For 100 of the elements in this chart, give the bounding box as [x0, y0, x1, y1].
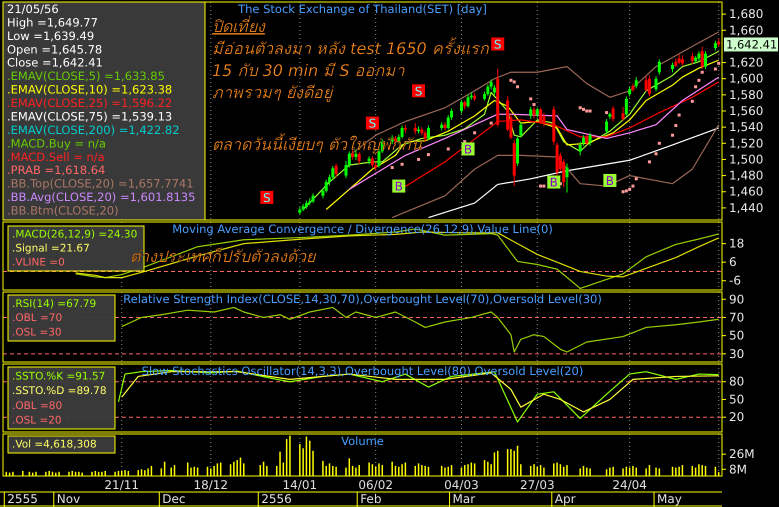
point [631, 184, 634, 188]
candlestick [312, 192, 315, 204]
annotation: .OSL =30 [12, 326, 62, 338]
candlestick [536, 107, 539, 118]
text: Apr [554, 492, 576, 506]
point [717, 62, 720, 65]
point [634, 177, 638, 180]
candlestick [426, 125, 430, 141]
candlestick [644, 76, 648, 92]
data-label: S [414, 84, 422, 98]
candlestick [680, 54, 684, 66]
point [585, 110, 588, 112]
x-tick-label: 24/04 [612, 478, 647, 492]
annotation: .PRAB =1,618.64 [7, 163, 106, 178]
annotation: .MACD.Sell = n/a [7, 150, 105, 164]
point [690, 100, 694, 103]
candlestick [704, 50, 708, 70]
annotation: .BB.Top(CLOSE,20) =1,657.7741 [7, 176, 194, 191]
point [390, 166, 394, 170]
candlestick [532, 106, 536, 119]
y-tick-label: 1,560 [729, 104, 764, 118]
point [473, 131, 476, 134]
x-tick-label: 14/01 [282, 478, 318, 492]
text: Nov [56, 492, 80, 506]
candlestick [539, 107, 542, 124]
point [694, 85, 698, 88]
y-tick-label: -6 [729, 274, 741, 288]
annotation: Low =1,639.49 [7, 28, 94, 43]
candlestick [628, 86, 632, 97]
point [674, 124, 678, 128]
candlestick [634, 76, 638, 89]
y-tick-label: 1,580 [729, 88, 764, 102]
candlestick [605, 118, 608, 134]
y-tick-label: 1,480 [729, 168, 764, 183]
point [678, 114, 681, 117]
point [446, 147, 450, 150]
annotation: .EMAV(CLOSE,10) =1,623.38 [7, 82, 172, 97]
text: May [657, 492, 682, 506]
candlestick [622, 106, 625, 122]
candlestick [529, 106, 532, 120]
candlestick [565, 162, 568, 194]
line-series [121, 306, 720, 353]
annotation: .RSI(14) =67.79 [12, 298, 96, 310]
point [648, 160, 651, 164]
annotation: .MACD.Buy = n/a [7, 136, 106, 150]
y-tick-label: 18 [729, 236, 744, 251]
point [516, 85, 520, 88]
annotation: .MACD(26,12,9) =24.30 [12, 228, 138, 240]
annotation: .VLINE =0 [12, 256, 65, 268]
candlestick [648, 74, 651, 97]
point [622, 190, 625, 194]
chart-title: Moving Average Convergence / Divergence(26,12,9),Value Line(0) [172, 222, 553, 236]
text: 2556 [261, 492, 292, 506]
annotation: .OBL =80 [12, 400, 62, 412]
point [658, 142, 661, 145]
candlestick [542, 112, 546, 127]
y-tick-label: 50 [729, 328, 744, 343]
annotation: .EMAV(CLOSE,5) =1,633.85 [7, 69, 165, 84]
point [588, 110, 592, 112]
candlestick [658, 58, 661, 76]
annotation: ปิดเที่ยง [212, 15, 266, 36]
point [654, 152, 658, 156]
point [490, 122, 493, 125]
point [529, 97, 532, 100]
annotation: 21/05/56 [7, 2, 59, 16]
data-label: B [606, 174, 614, 188]
text: Dec [162, 492, 186, 506]
candlestick [654, 76, 658, 92]
annotation: .BB.Btm(CLOSE,20) [7, 204, 119, 218]
point [624, 189, 628, 192]
chart-title: Volume [341, 434, 384, 448]
candlestick [612, 106, 615, 122]
point [671, 134, 674, 137]
annotation: .Signal =21.67 [12, 242, 90, 254]
point [714, 68, 717, 71]
candlestick [624, 96, 628, 116]
candlestick [588, 132, 592, 146]
candlestick [466, 94, 470, 108]
point [628, 188, 632, 191]
point [400, 162, 404, 166]
point [417, 158, 420, 161]
annotation: ภาพรวมๆ ยังดีอยู่ [212, 83, 334, 103]
annotation: .SSTO.%D =89.78 [12, 385, 107, 397]
annotation: .BB.Avg(CLOSE,20) =1,601.8135 [7, 190, 196, 204]
data-label: S [494, 37, 502, 52]
y-tick-label: 1,620 [729, 56, 764, 70]
candlestick [671, 62, 674, 73]
y-tick-label: 26M [729, 447, 755, 462]
candlestick [714, 40, 717, 51]
candlestick [700, 46, 704, 70]
point [509, 78, 512, 82]
point [605, 111, 608, 114]
annotation: .SSTO.%K =91.57 [12, 370, 106, 382]
text: Feb [360, 492, 382, 506]
point [578, 106, 582, 110]
data-label: B [464, 142, 472, 156]
y-tick-label: 1,660 [729, 23, 764, 38]
annotation: .OBL =70 [12, 312, 62, 324]
candlestick [414, 122, 417, 135]
annotation: .OSL =20 [12, 414, 62, 426]
